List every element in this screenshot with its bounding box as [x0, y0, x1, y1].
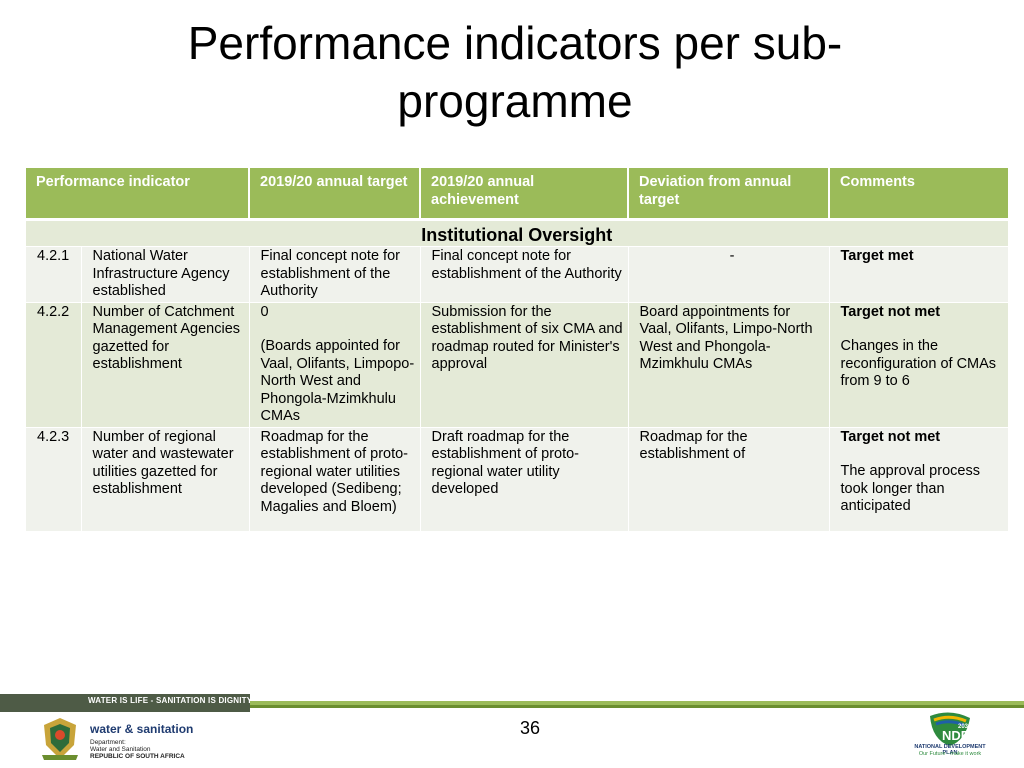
target-text: (Boards appointed for Vaal, Olifants, Li… — [260, 338, 415, 424]
row-achievement: Final concept note for establishment of … — [420, 246, 629, 303]
dept-line-3: REPUBLIC OF SOUTH AFRICA — [90, 753, 185, 760]
comment-status: Target met — [840, 248, 914, 264]
comment-text: The approval process took longer than an… — [840, 463, 980, 514]
ndp-logo: NDP 2030 — [930, 712, 972, 746]
row-indicator: Number of regional water and wastewater … — [81, 427, 250, 532]
footer-slogan: WATER IS LIFE - SANITATION IS DIGNITY — [88, 696, 253, 705]
header-deviation: Deviation from annual target — [628, 168, 831, 221]
row-comments: Target met — [829, 246, 1009, 303]
target-value: 0 — [260, 303, 269, 320]
row-deviation: Roadmap for the establishment of — [628, 427, 830, 532]
footer-stripe-dark — [250, 705, 1024, 708]
row-number: 4.2.1 — [26, 246, 82, 303]
row-number: 4.2.3 — [26, 427, 82, 532]
section-row: Institutional Oversight — [26, 219, 1009, 247]
table-row: 4.2.1 National Water Infrastructure Agen… — [26, 246, 1009, 303]
footer-stripe — [250, 701, 1024, 705]
row-target: Final concept note for establishment of … — [249, 246, 421, 303]
table-row: 4.2.3 Number of regional water and waste… — [26, 427, 1009, 532]
ndp-label: NATIONAL DEVELOPMENT PLAN — [914, 744, 986, 756]
header-annual-achievement: 2019/20 annual achievement — [420, 168, 630, 221]
section-title: Institutional Oversight — [26, 219, 1009, 247]
ndp-year-text: 2030 — [958, 724, 972, 730]
row-achievement: Submission for the establishment of six … — [420, 302, 629, 428]
row-target: Roadmap for the establishment of proto-r… — [249, 427, 421, 532]
header-comments: Comments — [829, 168, 1009, 221]
row-deviation: - — [628, 246, 830, 303]
dept-line-2: Water and Sanitation — [90, 746, 151, 753]
row-comments: Target not met Changes in the reconfigur… — [829, 302, 1009, 428]
ndp-tagline: Our Future - make it work — [918, 751, 982, 757]
header-annual-target: 2019/20 annual target — [249, 168, 422, 221]
footer-band — [0, 694, 1024, 712]
slide-title: Performance indicators per sub-programme — [187, 17, 843, 127]
row-indicator: National Water Infrastructure Agency est… — [81, 246, 250, 303]
row-number: 4.2.2 — [26, 302, 82, 428]
comment-status: Target not met — [840, 428, 941, 445]
table-row: 4.2.2 Number of Catchment Management Age… — [26, 302, 1009, 428]
footer-band-dark — [0, 694, 250, 712]
coat-of-arms-logo — [42, 718, 78, 760]
ndp-badge-text: NDP — [942, 728, 970, 743]
row-comments: Target not met The approval process took… — [829, 427, 1009, 532]
performance-table: Performance indicator 2019/20 annual tar… — [26, 168, 1009, 532]
header-performance-indicator: Performance indicator — [26, 168, 251, 221]
comment-status: Target not met — [840, 303, 941, 320]
page-number: 36 — [520, 718, 541, 738]
row-indicator: Number of Catchment Management Agencies … — [81, 302, 250, 428]
table-header-row: Performance indicator 2019/20 annual tar… — [26, 168, 1009, 221]
dept-line-1: Department: — [90, 739, 126, 746]
row-achievement: Draft roadmap for the establishment of p… — [420, 427, 629, 532]
dept-brand: water & sanitation — [90, 722, 194, 736]
row-deviation: Board appointments for Vaal, Olifants, L… — [628, 302, 830, 428]
comment-text: Changes in the reconfiguration of CMAs f… — [840, 338, 997, 389]
row-target: 0 (Boards appointed for Vaal, Olifants, … — [249, 302, 421, 428]
